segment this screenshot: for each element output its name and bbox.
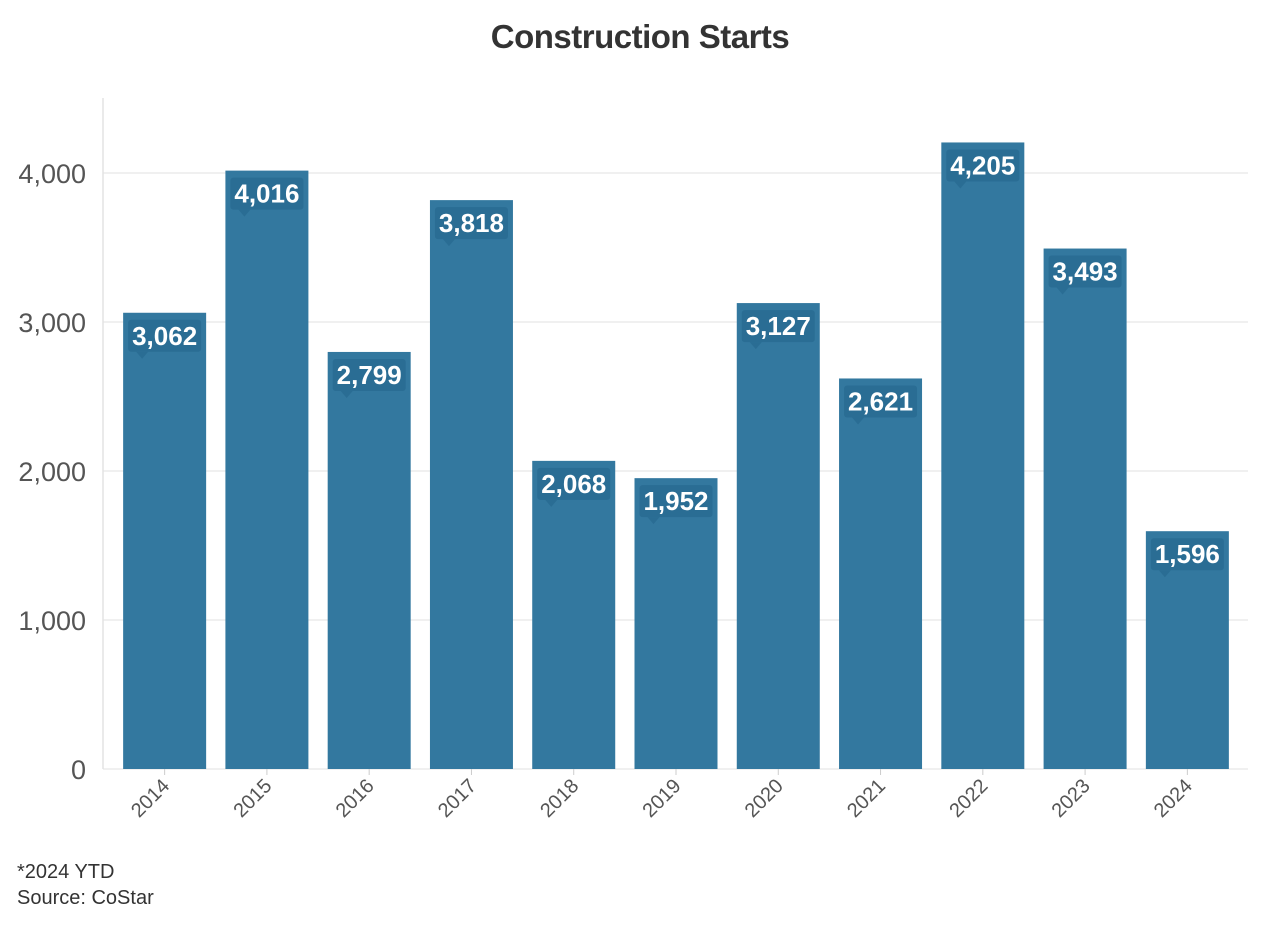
data-label-pointer <box>545 499 558 507</box>
data-label-bg <box>1150 538 1224 571</box>
data-label-bg <box>128 319 202 352</box>
data-label-pointer <box>1056 287 1069 295</box>
bar-2022 <box>941 142 1025 769</box>
data-label-pointer <box>238 209 251 217</box>
x-axis-ticks: 2014 2015 2016 2017 2018 2019 2020 2021 2022 2023… <box>127 769 1197 822</box>
y-axis-ticks: 0 1,000 2,000 3,000 4,000 <box>18 159 86 785</box>
bar-2018 <box>532 460 616 769</box>
data-label: 4,016 <box>234 179 299 209</box>
x-tick-label: 2017 <box>434 775 481 822</box>
y-tick-label: 2,000 <box>18 457 86 487</box>
data-label-bg <box>946 149 1020 182</box>
bar-2015 <box>225 170 309 770</box>
x-tick-label: 2015 <box>229 775 276 822</box>
data-label: 3,493 <box>1053 257 1118 287</box>
data-label-pointer <box>852 417 865 425</box>
data-label: 3,818 <box>439 208 504 238</box>
bar-2016 <box>327 351 411 769</box>
data-label: 3,062 <box>132 321 197 351</box>
bar-2017 <box>429 200 513 770</box>
y-tick-label: 0 <box>71 755 86 785</box>
x-tick-label: 2022 <box>945 775 992 822</box>
data-label-pointer <box>1158 570 1171 578</box>
data-label-pointer <box>647 517 660 525</box>
data-label-bg <box>741 310 815 343</box>
data-label: 1,952 <box>643 486 708 516</box>
data-label: 2,068 <box>541 469 606 499</box>
data-label-bg <box>332 358 406 391</box>
x-tick-label: 2016 <box>332 775 379 822</box>
data-label-bg <box>639 485 713 518</box>
x-tick-label: 2021 <box>843 775 890 822</box>
data-label-bg <box>537 467 611 500</box>
data-label: 1,596 <box>1155 539 1220 569</box>
x-tick-label: 2018 <box>536 775 583 822</box>
bar-2020 <box>736 303 820 769</box>
y-tick-label: 3,000 <box>18 308 86 338</box>
x-tick-label: 2023 <box>1048 775 1095 822</box>
data-label: 4,205 <box>950 150 1015 180</box>
source-note: Source: CoStar <box>17 887 154 909</box>
data-label: 2,621 <box>848 386 913 416</box>
x-tick-label: 2024 <box>1150 775 1197 822</box>
y-tick-label: 4,000 <box>18 159 86 189</box>
data-label-pointer <box>340 390 353 398</box>
data-label-pointer <box>749 342 762 350</box>
x-tick-label: 2014 <box>127 775 174 822</box>
data-label: 3,127 <box>746 311 811 341</box>
data-label-pointer <box>136 351 149 359</box>
data-label-bg <box>844 385 918 418</box>
data-label: 2,799 <box>337 360 402 390</box>
bar-2019 <box>634 478 718 769</box>
x-tick-label: 2019 <box>639 775 686 822</box>
bar-2023 <box>1043 248 1127 770</box>
chart-title: Construction Starts <box>490 18 790 55</box>
y-tick-label: 1,000 <box>18 606 86 636</box>
bar-2021 <box>839 378 923 769</box>
data-label-pointer <box>954 181 967 189</box>
data-label-bg <box>1048 255 1122 288</box>
data-labels: 3,062 4,016 2,799 3,818 2,068 1,952 3,127 2,621… <box>128 149 1224 578</box>
x-tick-label: 2020 <box>741 775 788 822</box>
footnote: *2024 YTD <box>17 861 115 883</box>
bars <box>123 142 1229 770</box>
bar-2014 <box>123 312 207 769</box>
data-label-pointer <box>442 239 455 247</box>
data-label-bg <box>434 207 508 240</box>
data-label-bg <box>230 177 304 210</box>
